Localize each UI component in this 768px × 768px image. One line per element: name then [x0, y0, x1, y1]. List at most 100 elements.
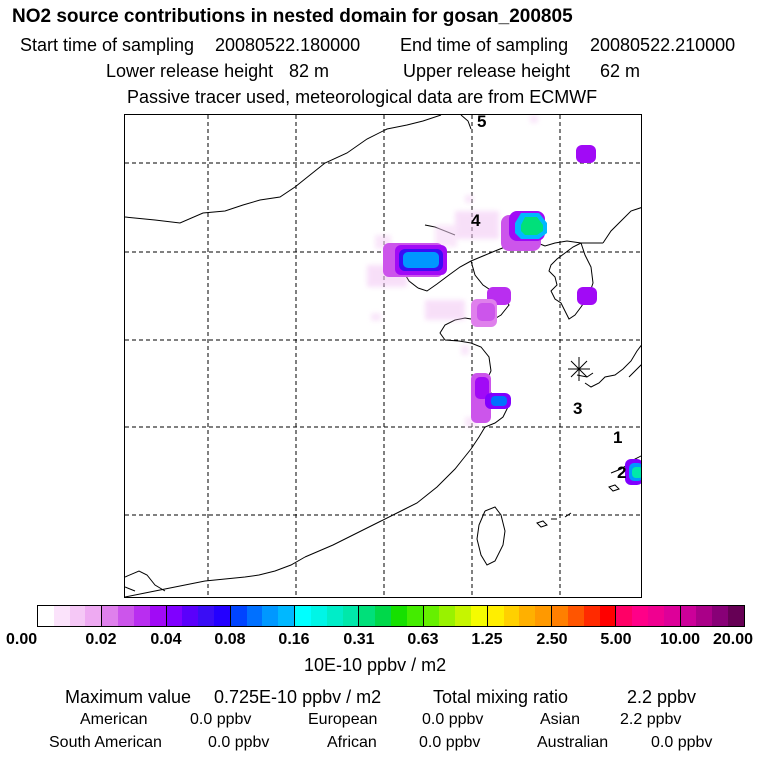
colorbar-tick-2: 0.04: [150, 631, 182, 648]
colorbar-swatch: [663, 606, 680, 626]
trajectory-label-1: 1: [613, 428, 622, 447]
colorbar-segment: [38, 606, 103, 626]
colorbar-tick-3: 0.08: [214, 631, 246, 648]
colorbar-swatch: [712, 606, 729, 626]
asterisk-icon: [568, 357, 590, 381]
colorbar-swatch: [326, 606, 343, 626]
trajectory-label-4: 4: [471, 211, 481, 230]
american-value: 0.0 ppbv: [190, 711, 252, 728]
colorbar-unit: 10E-10 ppbv / m2: [304, 655, 447, 675]
colorbar-segment: [423, 606, 488, 626]
colorbar-swatch: [53, 606, 70, 626]
end-time-label: End time of sampling: [400, 35, 569, 55]
colorbar-swatch: [85, 606, 102, 626]
colorbar-segment: [230, 606, 296, 626]
colorbar-tick-8: 2.50: [536, 631, 568, 648]
tracer-note: Passive tracer used, meteorological data…: [127, 87, 598, 107]
start-time-label: Start time of sampling: [20, 35, 195, 55]
colorbar-tick-10: 10.00: [659, 631, 701, 648]
colorbar-swatch: [102, 606, 119, 626]
colorbar-segment: [295, 606, 360, 626]
colorbar-segment: [552, 606, 617, 626]
total-mixing-ratio-label: Total mixing ratio: [433, 687, 569, 707]
colorbar-swatch: [262, 606, 279, 626]
max-value-label: Maximum value: [65, 687, 192, 707]
colorbar-swatch: [133, 606, 150, 626]
colorbar-tick-1: 0.02: [85, 631, 117, 648]
colorbar-segment: [166, 606, 231, 626]
australian-value: 0.0 ppbv: [651, 734, 713, 751]
colorbar-swatch: [230, 606, 247, 626]
australian-label: Australian: [537, 734, 609, 751]
african-value: 0.0 ppbv: [419, 734, 481, 751]
european-value: 0.0 ppbv: [422, 711, 484, 728]
colorbar-swatch: [310, 606, 327, 626]
colorbar-segment: [487, 606, 553, 626]
colorbar-swatch: [246, 606, 263, 626]
colorbar-swatch: [69, 606, 86, 626]
colorbar-swatch: [182, 606, 199, 626]
start-time-value: 20080522.180000: [215, 35, 361, 55]
colorbar-swatch: [535, 606, 552, 626]
asian-label: Asian: [540, 711, 581, 728]
colorbar-swatch: [487, 606, 504, 626]
colorbar-swatch: [342, 606, 359, 626]
lower-height-label: Lower release height: [106, 61, 274, 81]
colorbar-swatch: [680, 606, 697, 626]
graticule: [125, 115, 641, 597]
colorbar-swatch: [439, 606, 456, 626]
colorbar-tick-9: 5.00: [600, 631, 632, 648]
trajectory-label-5: 5: [477, 115, 486, 131]
colorbar-swatch: [198, 606, 214, 626]
colorbar-swatch: [583, 606, 600, 626]
lower-height-value: 82 m: [289, 61, 330, 81]
colorbar-swatch: [599, 606, 616, 626]
colorbar-swatch: [213, 606, 230, 626]
end-time-value: 20080522.210000: [590, 35, 736, 55]
colorbar-tick-6: 0.63: [407, 631, 439, 648]
total-mixing-ratio-value: 2.2 ppbv: [627, 687, 697, 707]
upper-height-label: Upper release height: [403, 61, 571, 81]
colorbar-swatch: [567, 606, 584, 626]
colorbar-swatch: [295, 606, 311, 626]
american-label: American: [80, 711, 148, 728]
colorbar-swatch: [648, 606, 664, 626]
colorbar-swatch: [166, 606, 183, 626]
colorbar-tick-7: 1.25: [471, 631, 503, 648]
faint-plume-halos: [367, 115, 538, 427]
asian-value: 2.2 ppbv: [620, 711, 682, 728]
colorbar-tick-5: 0.31: [343, 631, 375, 648]
colorbar-swatch: [359, 606, 376, 626]
map-title: NO2 source contributions in nested domai…: [12, 6, 573, 27]
colorbar-swatch: [375, 606, 391, 626]
colorbar-swatch: [552, 606, 568, 626]
colorbar-swatch: [390, 606, 407, 626]
colorbar-tick-11: 20.00: [713, 631, 754, 648]
colorbar-segment: [359, 606, 424, 626]
max-value: 0.725E-10 ppbv / m2: [214, 687, 382, 707]
colorbar-swatch: [616, 606, 633, 626]
colorbar-swatch: [455, 606, 472, 626]
colorbar-tick-0: 0.00: [6, 631, 38, 648]
colorbar-swatch: [149, 606, 166, 626]
colorbar-swatch: [503, 606, 520, 626]
trajectory-label-2: 2: [617, 463, 626, 482]
colorbar-segment: [680, 606, 744, 626]
south-american-value: 0.0 ppbv: [208, 734, 270, 751]
colorbar-swatch: [519, 606, 536, 626]
south-american-label: South American: [49, 734, 162, 751]
trajectory-label-3: 3: [573, 399, 582, 418]
nested-domain-map: 5 4 3 1 2: [124, 114, 642, 598]
map-canvas: 5 4 3 1 2: [125, 115, 641, 597]
african-label: African: [327, 734, 377, 751]
colorbar-swatch: [696, 606, 713, 626]
colorbar-swatch: [632, 606, 649, 626]
colorbar-swatch: [278, 606, 295, 626]
colorbar-swatch: [728, 606, 744, 626]
colorbar-swatch: [423, 606, 440, 626]
colorbar: [37, 605, 745, 627]
colorbar-swatch: [406, 606, 423, 626]
colorbar-segment: [616, 606, 681, 626]
upper-height-value: 62 m: [600, 61, 641, 81]
colorbar-swatch: [38, 606, 54, 626]
